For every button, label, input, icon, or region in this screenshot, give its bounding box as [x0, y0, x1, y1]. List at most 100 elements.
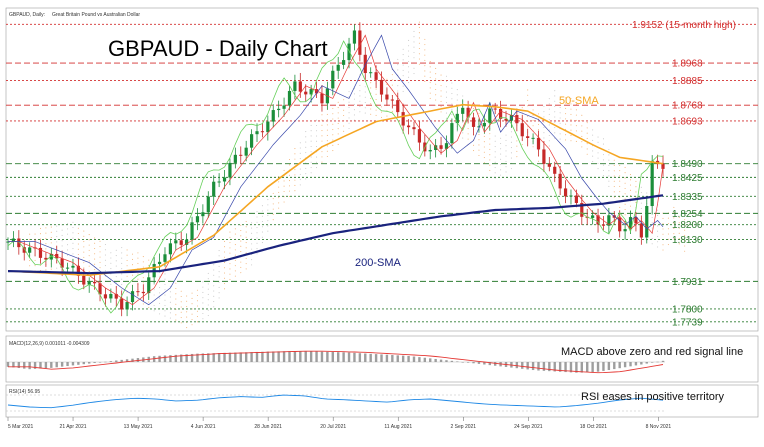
macd-bar	[223, 352, 226, 362]
cloud-dot	[613, 196, 615, 198]
candle-body	[477, 126, 481, 128]
cloud-dot	[445, 91, 448, 93]
cloud-dot	[115, 249, 117, 251]
macd-bar	[596, 362, 600, 372]
cloud-dot	[408, 50, 410, 52]
cloud-dot	[261, 205, 263, 207]
macd-bar	[169, 355, 172, 362]
candle-body	[461, 107, 465, 114]
cloud-dot	[380, 116, 383, 118]
cloud-dot	[104, 243, 106, 246]
cloud-dot	[321, 156, 323, 158]
cloud-dot	[251, 248, 253, 250]
cloud-dot	[624, 172, 626, 174]
cloud-dot	[348, 112, 350, 114]
cloud-dot	[299, 158, 301, 160]
cloud-dot	[56, 236, 58, 238]
candle-body	[120, 298, 124, 310]
cloud-dot	[608, 149, 610, 151]
cloud-dot	[251, 259, 253, 261]
cloud-dot	[445, 80, 448, 83]
cloud-dot	[581, 135, 583, 137]
cloud-dot	[66, 233, 69, 235]
cloud-dot	[288, 195, 291, 197]
cloud-dot	[245, 263, 247, 265]
cloud-dot	[581, 114, 583, 116]
cloud-dot	[137, 273, 139, 275]
cloud-dot	[565, 118, 567, 120]
kijun-line	[8, 34, 664, 306]
cloud-dot	[234, 275, 236, 277]
candle-body	[574, 195, 578, 203]
level-label: 1.7931	[672, 277, 703, 288]
cloud-dot	[186, 300, 188, 302]
cloud-dot	[494, 161, 496, 163]
cloud-dot	[310, 135, 312, 137]
cloud-dot	[402, 75, 404, 77]
macd-bar	[331, 352, 334, 362]
cloud-dot	[673, 227, 675, 229]
cloud-dot	[305, 152, 307, 154]
candle-body	[125, 302, 129, 310]
level-label: 1.7800	[672, 304, 703, 315]
x-tick-label: 21 Apr 2021	[60, 424, 87, 430]
cloud-dot	[554, 127, 556, 129]
cloud-dot	[516, 140, 518, 142]
cloud-dot	[435, 78, 437, 80]
cloud-dot	[332, 107, 334, 110]
macd-bar	[537, 362, 540, 371]
cloud-dot	[61, 240, 63, 242]
cloud-dot	[251, 264, 253, 266]
cloud-dot	[104, 259, 106, 261]
cloud-dot	[164, 304, 166, 307]
macd-bar	[618, 362, 621, 369]
cloud-dot	[413, 30, 415, 32]
macd-bar	[28, 362, 31, 370]
level-label: 1.8335	[672, 192, 703, 203]
cloud-dot	[39, 238, 42, 240]
cloud-dot	[207, 283, 209, 285]
cloud-dot	[196, 316, 199, 318]
cloud-dot	[251, 222, 253, 224]
candle-body	[60, 258, 64, 268]
cloud-dot	[229, 252, 231, 254]
cloud-dot	[337, 107, 339, 109]
cloud-dot	[261, 210, 263, 212]
cloud-dot	[402, 64, 404, 66]
cloud-dot	[310, 166, 312, 169]
cloud-dot	[602, 159, 605, 161]
cloud-dot	[131, 264, 134, 266]
macd-bar	[180, 354, 183, 362]
candle-body	[233, 154, 237, 163]
cloud-dot	[613, 180, 615, 182]
rsi-annotation: RSI eases in positive territory	[581, 391, 725, 403]
cloud-dot	[180, 301, 182, 303]
cloud-dot	[213, 264, 215, 266]
cloud-dot	[570, 98, 572, 100]
cloud-dot	[299, 168, 301, 170]
cloud-dot	[543, 126, 545, 128]
macd-bar	[104, 361, 107, 363]
cloud-dot	[435, 83, 437, 85]
cloud-dot	[256, 221, 258, 223]
cloud-dot	[261, 215, 263, 217]
cloud-dot	[548, 124, 550, 126]
cloud-dot	[386, 83, 388, 86]
cloud-dot	[548, 134, 550, 137]
cloud-dot	[575, 130, 577, 132]
candle-body	[639, 223, 643, 238]
cloud-dot	[234, 249, 236, 251]
cloud-dot	[180, 295, 182, 298]
cloud-dot	[640, 186, 642, 188]
cloud-dot	[386, 78, 388, 80]
cloud-dot	[445, 112, 448, 114]
cloud-dot	[61, 229, 63, 231]
cloud-dot	[186, 311, 188, 313]
cloud-dot	[408, 76, 410, 78]
cloud-dot	[478, 154, 480, 157]
cloud-dot	[575, 109, 577, 111]
cloud-dot	[240, 266, 242, 268]
cloud-dot	[72, 237, 74, 239]
cloud-dot	[261, 220, 263, 223]
cloud-dot	[240, 272, 242, 274]
